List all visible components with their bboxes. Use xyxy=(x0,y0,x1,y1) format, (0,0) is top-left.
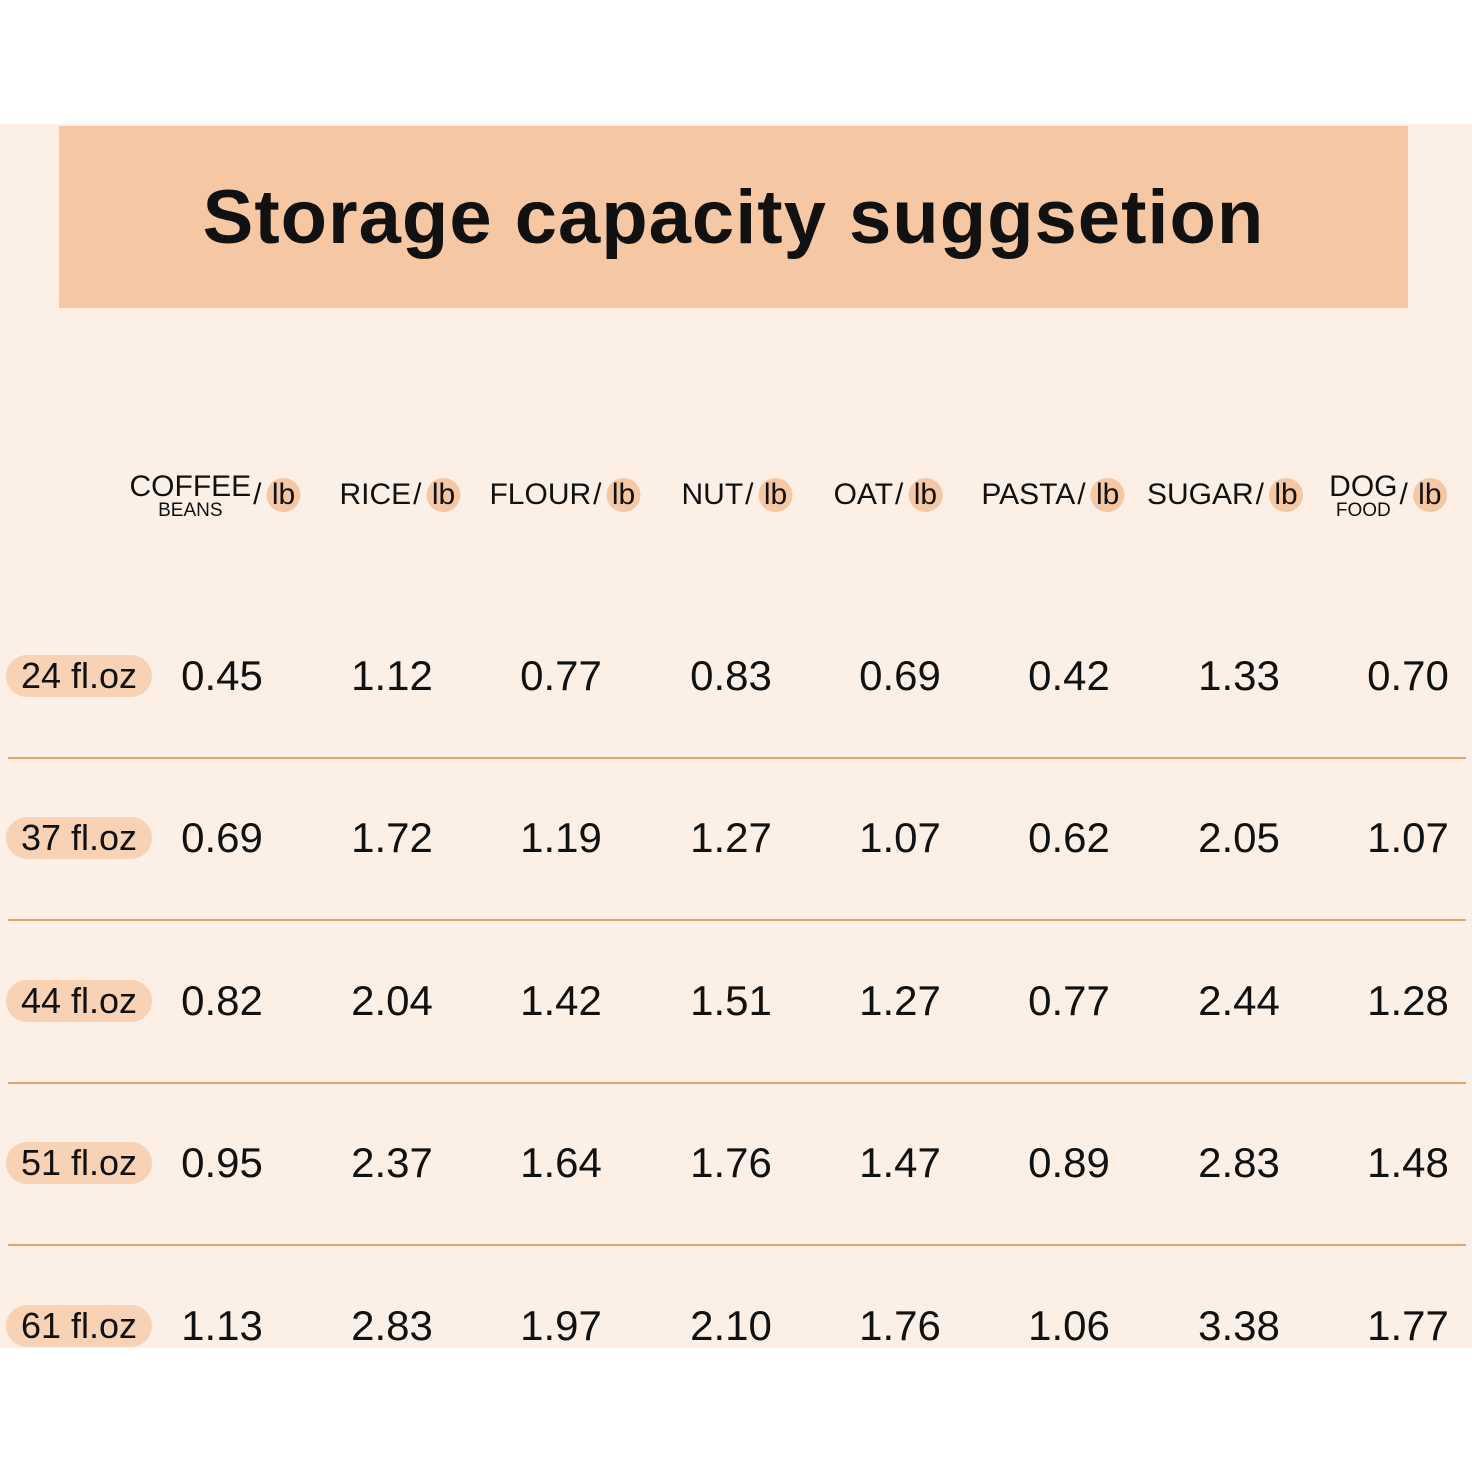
slash: / xyxy=(1399,478,1408,511)
table-cell: 1.27 xyxy=(859,977,941,1024)
row-divider xyxy=(8,919,1466,921)
slash: / xyxy=(1255,478,1265,511)
table-cell: 1.12 xyxy=(351,652,433,699)
row-label-pill: 61 fl.oz xyxy=(6,1305,152,1347)
column-header: PASTA / lb xyxy=(981,478,1125,512)
column-header: RICE / lb xyxy=(339,478,461,512)
table-cell: 1.33 xyxy=(1198,652,1280,699)
table-cell: 2.83 xyxy=(351,1302,433,1349)
column-header: OAT / lb xyxy=(834,478,943,512)
column-header: FLOUR / lb xyxy=(489,478,641,512)
table-cell: 0.42 xyxy=(1028,652,1110,699)
table-cell: 2.44 xyxy=(1198,977,1280,1024)
slash: / xyxy=(1077,478,1086,511)
row-label-pill: 44 fl.oz xyxy=(6,980,152,1022)
column-name: COFFEE BEANS xyxy=(129,470,252,521)
column-header: DOG FOOD / lb xyxy=(1329,470,1447,521)
column-name: FLOUR xyxy=(489,478,592,511)
column-name: RICE xyxy=(339,478,412,511)
table-cell: 1.27 xyxy=(690,814,772,861)
table-cell: 0.69 xyxy=(181,814,263,861)
column-name: SUGAR xyxy=(1146,478,1254,511)
table-cell: 0.95 xyxy=(181,1139,263,1186)
table-cell: 0.77 xyxy=(520,652,602,699)
row-label-pill: 51 fl.oz xyxy=(6,1142,152,1184)
table-cell: 1.72 xyxy=(351,814,433,861)
row-label-pill: 37 fl.oz xyxy=(6,817,152,859)
unit-badge: lb xyxy=(426,478,461,512)
column-subname: BEANS xyxy=(158,500,223,521)
table-cell: 0.77 xyxy=(1028,977,1110,1024)
table-cell: 1.28 xyxy=(1367,977,1449,1024)
page-title: Storage capacity suggsetion xyxy=(202,174,1265,260)
table-cell: 1.47 xyxy=(859,1139,941,1186)
slash: / xyxy=(413,478,422,511)
row-divider xyxy=(8,1244,1466,1246)
row-label-pill: 24 fl.oz xyxy=(6,655,152,697)
unit-badge: lb xyxy=(1090,478,1125,512)
table-cell: 1.07 xyxy=(1367,814,1449,861)
table-cell: 0.70 xyxy=(1367,652,1449,699)
table-cell: 0.62 xyxy=(1028,814,1110,861)
column-name: OAT xyxy=(833,478,894,511)
table-cell: 0.45 xyxy=(181,652,263,699)
table-cell: 1.76 xyxy=(690,1139,772,1186)
column-header: COFFEE BEANS / lb xyxy=(129,470,301,521)
table-cell: 0.82 xyxy=(181,977,263,1024)
unit-badge: lb xyxy=(606,478,641,512)
table-cell: 1.07 xyxy=(859,814,941,861)
unit-badge: lb xyxy=(908,478,943,512)
table-cell: 1.97 xyxy=(520,1302,602,1349)
table-cell: 1.51 xyxy=(690,977,772,1024)
table-cell: 1.13 xyxy=(181,1302,263,1349)
slash: / xyxy=(593,478,602,511)
table-cell: 2.10 xyxy=(690,1302,772,1349)
title-banner: Storage capacity suggsetion xyxy=(59,126,1408,308)
column-header: NUT / lb xyxy=(682,478,793,512)
table-cell: 0.89 xyxy=(1028,1139,1110,1186)
table-cell: 2.37 xyxy=(351,1139,433,1186)
unit-badge: lb xyxy=(1269,478,1304,512)
slash: / xyxy=(745,478,754,511)
column-header: SUGAR / lb xyxy=(1146,478,1304,512)
table-cell: 0.69 xyxy=(859,652,941,699)
unit-badge: lb xyxy=(758,478,793,512)
table-cell: 2.83 xyxy=(1198,1139,1280,1186)
table-cell: 2.05 xyxy=(1198,814,1280,861)
table-cell: 1.64 xyxy=(520,1139,602,1186)
table-cell: 2.04 xyxy=(351,977,433,1024)
column-name: NUT xyxy=(681,478,744,511)
table-cell: 1.76 xyxy=(859,1302,941,1349)
slash: / xyxy=(253,478,262,511)
table-panel xyxy=(0,124,1472,1348)
column-name: DOG FOOD xyxy=(1329,470,1398,521)
table-cell: 1.19 xyxy=(520,814,602,861)
table-cell: 1.06 xyxy=(1028,1302,1110,1349)
row-divider xyxy=(8,1082,1466,1084)
table-cell: 0.83 xyxy=(690,652,772,699)
table-cell: 1.48 xyxy=(1367,1139,1449,1186)
table-cell: 1.42 xyxy=(520,977,602,1024)
row-divider xyxy=(8,757,1466,759)
unit-badge: lb xyxy=(1412,478,1447,512)
table-cell: 3.38 xyxy=(1198,1302,1280,1349)
slash: / xyxy=(895,478,904,511)
column-subname: FOOD xyxy=(1335,500,1391,521)
table-cell: 1.77 xyxy=(1367,1302,1449,1349)
unit-badge: lb xyxy=(266,478,301,512)
column-name: PASTA xyxy=(981,478,1076,511)
